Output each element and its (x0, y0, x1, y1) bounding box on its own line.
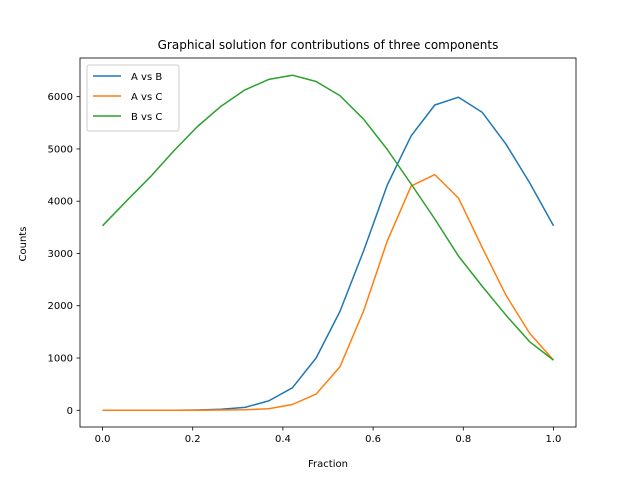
y-tick-label-5: 5000 (48, 144, 73, 155)
x-tick-label-2: 0.4 (275, 434, 291, 445)
x-tick-label-5: 1.0 (546, 434, 562, 445)
series-line-1 (102, 173, 555, 412)
legend-label-2: B vs C (131, 112, 162, 123)
x-tick-label-3: 0.6 (365, 434, 381, 445)
plot-area: 0.0 0.2 0.4 0.6 0.8 1.0 0 1000 2000 3000 4000 5000 6… (48, 57, 577, 445)
y-tick-label-3: 3000 (48, 249, 73, 260)
y-tick-label-4: 4000 (48, 197, 73, 208)
y-tick-label-0: 0 (67, 406, 73, 417)
chart-title: Graphical solution for contributions of … (158, 38, 499, 52)
y-tick-label-6: 6000 (48, 92, 73, 103)
y-axis-label: Counts (18, 227, 29, 262)
y-tick-label-1: 1000 (48, 354, 73, 365)
x-axis-label: Fraction (308, 459, 348, 470)
legend-label-1: A vs C (131, 92, 162, 103)
x-tick-label-0: 0.0 (95, 434, 111, 445)
y-tick-label-2: 2000 (48, 301, 73, 312)
plot-frame (79, 57, 577, 428)
legend-label-0: A vs B (131, 72, 162, 83)
legend-box (86, 64, 180, 132)
series-line-2 (101, 74, 554, 361)
x-tick-label-1: 0.2 (185, 434, 201, 445)
x-tick-label-4: 0.8 (455, 434, 471, 445)
